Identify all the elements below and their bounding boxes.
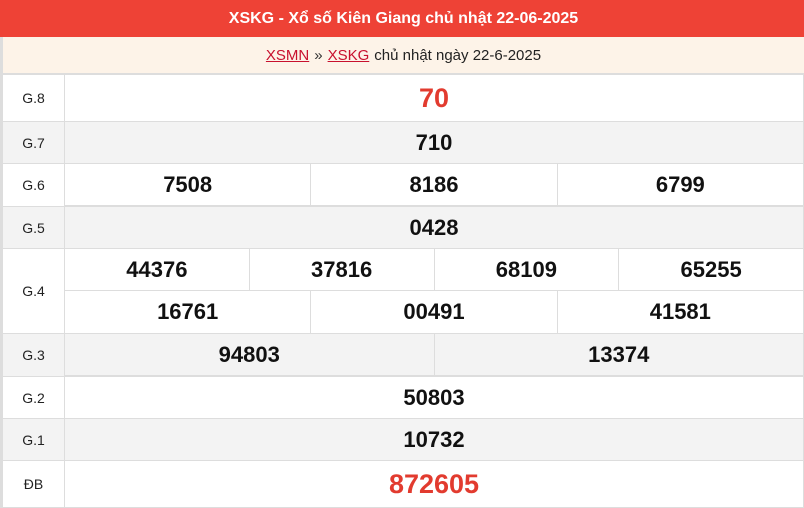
breadcrumb-link-xskg[interactable]: XSKG xyxy=(327,46,370,64)
prize-number: 6799 xyxy=(655,171,705,197)
prize-label: G.7 xyxy=(0,121,65,164)
prize-number: 10732 xyxy=(64,418,804,461)
prize-number: 0428 xyxy=(64,206,804,249)
prize-number: 94803 xyxy=(65,334,435,375)
prize-number: 70 xyxy=(64,74,804,122)
prize-number: 00491 xyxy=(311,291,558,333)
prize-label: ĐB xyxy=(0,460,65,508)
prize-label: G.6 xyxy=(0,163,65,207)
prize-label: G.2 xyxy=(0,376,65,419)
prize-number: 44376 xyxy=(65,249,250,290)
row-g6: G.6 7508 8186 6799 xyxy=(0,163,804,207)
special-prize-number: 872605 xyxy=(64,460,804,508)
prize-number: 7508 xyxy=(65,164,312,205)
prize-number: 37816 xyxy=(250,249,435,290)
prize-label: G.4 xyxy=(0,248,65,334)
row-g2: G.2 50803 xyxy=(0,376,804,419)
row-g7: G.7 710 xyxy=(0,121,804,164)
prize-number: 50803 xyxy=(64,376,804,419)
prize-label: G.3 xyxy=(0,333,65,377)
prize-label: G.8 xyxy=(0,74,65,122)
breadcrumb-separator: » xyxy=(314,46,323,64)
prize-label: G.5 xyxy=(0,206,65,249)
prize-number: 16761 xyxy=(65,291,312,333)
prize-number: 13374 xyxy=(588,341,650,367)
breadcrumb-date: chủ nhật ngày 22-6-2025 xyxy=(374,46,542,64)
prize-number: 65255 xyxy=(680,256,742,282)
prize-number: 41581 xyxy=(649,299,711,324)
breadcrumb-link-xsmn[interactable]: XSMN xyxy=(265,46,310,64)
prize-number: 710 xyxy=(64,121,804,164)
prize-label: G.1 xyxy=(0,418,65,461)
row-g8: G.8 70 xyxy=(0,74,804,122)
row-g1: G.1 10732 xyxy=(0,418,804,461)
prize-number: 8186 xyxy=(311,164,558,205)
row-special: ĐB 872605 xyxy=(0,460,804,508)
row-g5: G.5 0428 xyxy=(0,206,804,249)
results-table: G.8 70 G.7 710 G.6 7508 8186 6799 G.5 0428 G.… xyxy=(0,74,804,508)
prize-number: 68109 xyxy=(435,249,620,290)
page-title: XSKG - Xổ số Kiên Giang chủ nhật 22-06-2… xyxy=(0,0,804,37)
row-g3: G.3 94803 13374 xyxy=(0,333,804,377)
breadcrumb: XSMN » XSKG chủ nhật ngày 22-6-2025 xyxy=(0,37,804,74)
row-g4: G.4 44376 37816 68109 65255 16761 00491 41581 xyxy=(0,248,804,334)
